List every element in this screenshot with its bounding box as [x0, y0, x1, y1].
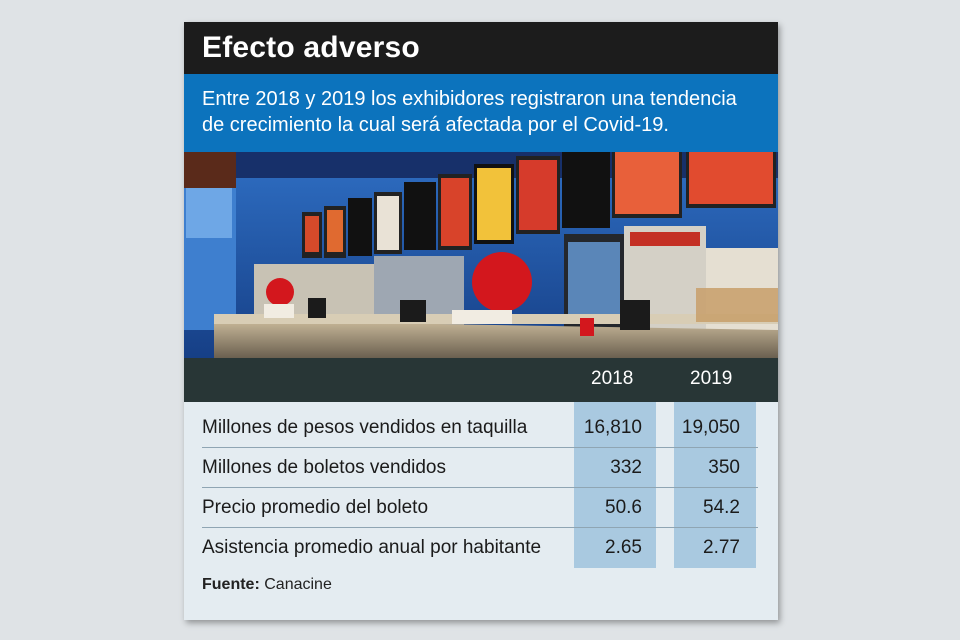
subtitle-bar: Entre 2018 y 2019 los exhibidores regist…: [184, 74, 778, 152]
subtitle-line-1: Entre 2018 y 2019 los exhibidores regist…: [202, 88, 737, 110]
photo-illustration: [184, 152, 778, 358]
source-value: Canacine: [264, 576, 332, 593]
menu-boards: [184, 152, 776, 258]
column-background-2019: [674, 402, 756, 568]
coca-cola-sign: [472, 252, 532, 312]
cell-value-2018: 2.65: [605, 537, 642, 558]
cell-value-2019: 2.77: [703, 537, 740, 558]
column-header-2018: 2018: [591, 368, 634, 389]
cell-value-2018: 332: [610, 457, 642, 478]
column-header-2019: 2019: [690, 368, 733, 389]
source-label: Fuente:: [202, 576, 260, 593]
row-divider: [202, 487, 758, 488]
table-header-row: 2018 2019: [184, 358, 778, 402]
subtitle-line-2: de crecimiento la cual será afectada por…: [202, 114, 669, 136]
title-bar: Efecto adverso: [184, 22, 778, 74]
column-background-2018: [574, 402, 656, 568]
row-label: Asistencia promedio anual por habitante: [202, 537, 542, 558]
cell-value-2018: 50.6: [605, 497, 642, 518]
row-divider: [202, 527, 758, 528]
table-row: Asistencia promedio anual por habitante …: [202, 528, 758, 568]
cell-value-2019: 19,050: [681, 417, 740, 438]
infographic-card: Efecto adverso Entre 2018 y 2019 los exh…: [184, 22, 778, 620]
cell-value-2018: 16,810: [583, 417, 642, 438]
cell-value-2019: 350: [708, 457, 740, 478]
page-title: Efecto adverso: [202, 31, 420, 64]
cell-value-2019: 54.2: [703, 497, 740, 518]
table-row: Precio promedio del boleto 50.6 54.2: [202, 488, 758, 528]
cinema-concession-stand-image: [184, 152, 778, 358]
row-label: Precio promedio del boleto: [202, 497, 429, 518]
table-row: Millones de boletos vendidos 332 350: [202, 448, 758, 488]
row-label: Millones de pesos vendidos en taquilla: [202, 417, 528, 438]
row-label: Millones de boletos vendidos: [202, 457, 446, 478]
data-table: Millones de pesos vendidos en taquilla 1…: [184, 402, 778, 568]
row-divider: [202, 447, 758, 448]
table-row: Millones de pesos vendidos en taquilla 1…: [202, 408, 758, 448]
source-note: Fuente: Canacine: [202, 576, 332, 594]
